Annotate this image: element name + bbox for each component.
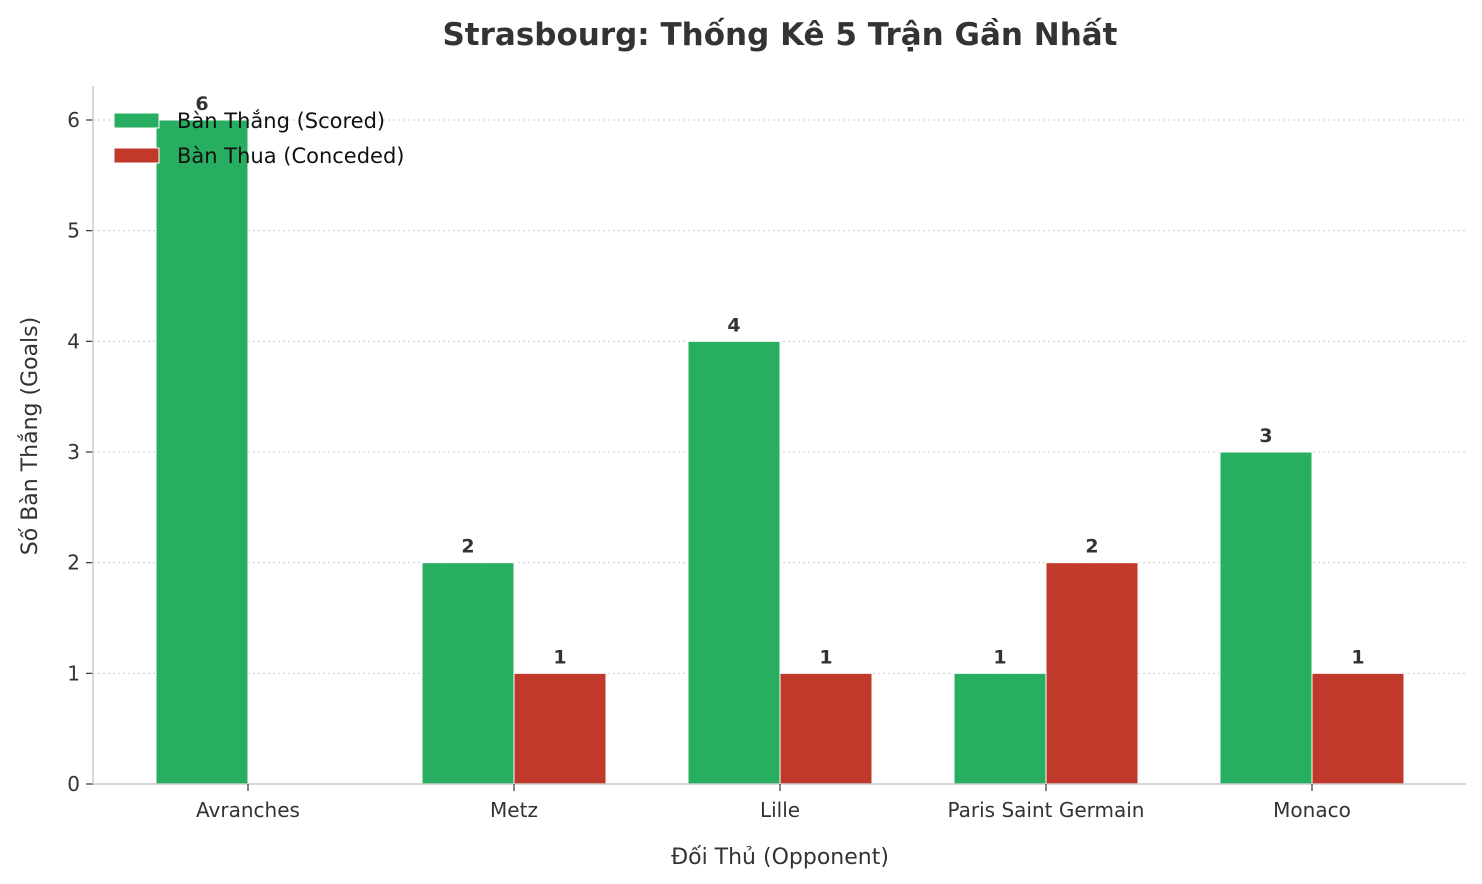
bar bbox=[953, 672, 1047, 785]
y-tick-label: 3 bbox=[67, 440, 80, 464]
legend-swatch bbox=[113, 112, 160, 129]
chart-title: Strasbourg: Thống Kê 5 Trận Gần Nhất bbox=[442, 17, 1117, 53]
bar bbox=[1045, 562, 1139, 785]
bar bbox=[779, 672, 873, 785]
x-tick-label: Metz bbox=[490, 798, 538, 822]
x-tick-label: Monaco bbox=[1273, 798, 1351, 822]
data-label: 1 bbox=[1351, 646, 1364, 668]
y-tick-label: 1 bbox=[67, 661, 80, 685]
data-label: 3 bbox=[1259, 425, 1272, 447]
bar bbox=[513, 672, 607, 785]
y-tick-label: 6 bbox=[67, 108, 80, 132]
y-tick-label: 2 bbox=[67, 551, 80, 575]
legend-swatch bbox=[113, 147, 160, 164]
y-axis-label: Số Bàn Thắng (Goals) bbox=[18, 317, 43, 555]
data-label: 4 bbox=[727, 314, 740, 336]
x-tick-label: Avranches bbox=[196, 798, 300, 822]
legend-label: Bàn Thắng (Scored) bbox=[177, 109, 385, 133]
legend-label: Bàn Thua (Conceded) bbox=[177, 144, 405, 168]
data-label: 1 bbox=[993, 646, 1006, 668]
bar bbox=[1311, 672, 1405, 785]
data-label: 6 bbox=[195, 93, 208, 115]
data-label: 2 bbox=[461, 536, 474, 558]
bar bbox=[421, 562, 515, 785]
bar bbox=[1219, 451, 1313, 785]
y-tick-label: 4 bbox=[67, 329, 80, 353]
x-tick-label: Paris Saint Germain bbox=[947, 798, 1144, 822]
data-label: 2 bbox=[1085, 536, 1098, 558]
y-tick-label: 5 bbox=[67, 219, 80, 243]
bar bbox=[687, 340, 781, 785]
data-label: 1 bbox=[819, 646, 832, 668]
data-label: 1 bbox=[553, 646, 566, 668]
bar bbox=[155, 119, 249, 785]
x-tick-label: Lille bbox=[760, 798, 800, 822]
legend: Bàn Thắng (Scored) Bàn Thua (Conceded) bbox=[113, 109, 405, 168]
x-axis-label: Đối Thủ (Opponent) bbox=[671, 845, 889, 870]
y-tick-label: 0 bbox=[67, 772, 80, 796]
